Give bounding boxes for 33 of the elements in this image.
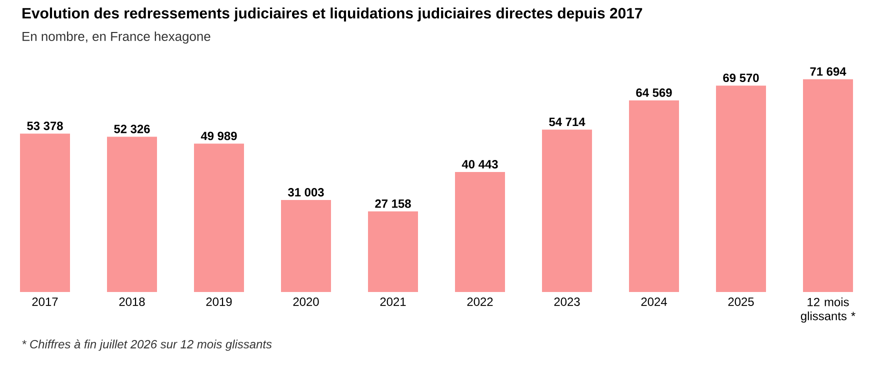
bar	[629, 100, 680, 292]
bar	[716, 86, 766, 292]
bar	[542, 130, 592, 292]
x-tick-label: 2022	[467, 298, 493, 306]
data-label: 40 443	[462, 160, 498, 168]
bar	[20, 134, 70, 292]
bar	[455, 172, 506, 292]
data-label: 52 326	[114, 124, 150, 134]
x-tick-label: 2018	[119, 298, 145, 306]
bar	[281, 200, 332, 292]
chart-title: Evolution des redressements judiciaires et liquidations judiciaires directes depuis 2017	[22, 8, 642, 22]
text: * Chiffres à fin juillet 2026 sur 12 mois glissants	[22, 340, 272, 351]
data-label: 49 989	[200, 132, 237, 140]
x-tick-label: 2025	[728, 298, 754, 306]
data-label: 69 570	[723, 74, 759, 82]
x-tick-label: 2021	[380, 298, 406, 306]
data-label: 64 569	[636, 88, 672, 97]
data-label: 54 714	[549, 118, 586, 126]
data-label: 27 158	[375, 199, 411, 208]
x-tick-label: 2017	[32, 298, 58, 306]
chart-subtitle: En nombre, en France hexagone	[22, 32, 210, 44]
bar	[368, 211, 418, 292]
data-label: 31 003	[288, 188, 324, 196]
bar	[803, 79, 854, 292]
bar	[194, 144, 244, 292]
x-tick-label: 12 mois glissants *	[800, 298, 856, 323]
x-tick-label: 2024	[641, 298, 667, 306]
x-tick-label: 2019	[206, 298, 232, 306]
data-label: 71 694	[810, 67, 846, 76]
data-label: 53 378	[27, 122, 63, 130]
bar	[107, 136, 157, 292]
x-tick-label: 2023	[554, 298, 580, 306]
x-tick-label: 2020	[293, 298, 319, 306]
